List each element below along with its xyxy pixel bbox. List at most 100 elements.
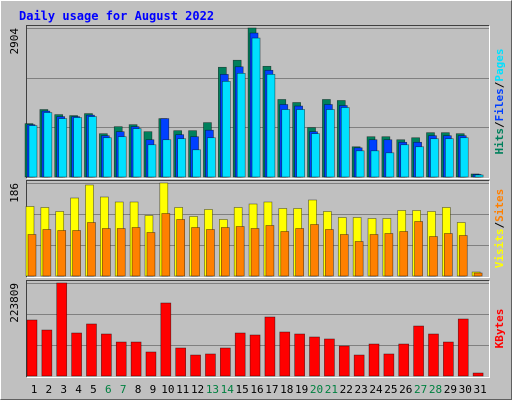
bar [369, 234, 379, 277]
bar [160, 302, 172, 377]
bar [72, 230, 81, 277]
bar [443, 341, 454, 377]
x-tick-label: 25 [384, 383, 397, 396]
y-tick-label: 186 [8, 183, 21, 203]
bar [370, 150, 380, 178]
bar [234, 332, 246, 377]
bar [294, 333, 305, 377]
bar [26, 319, 38, 377]
x-tick-label: 24 [369, 383, 383, 396]
plot-border-light [26, 180, 490, 278]
legend-entry: KBytes [493, 309, 506, 349]
bar [42, 229, 52, 277]
bar [474, 174, 484, 178]
bar [264, 316, 276, 377]
bar [266, 74, 276, 178]
bar [71, 332, 82, 377]
bar [279, 331, 291, 377]
x-tick-label: 13 [206, 383, 219, 396]
bar [413, 325, 424, 377]
x-tick-label: 20 [310, 383, 323, 396]
bar [102, 228, 111, 277]
bar [162, 139, 172, 178]
bar [221, 227, 230, 277]
bar [145, 351, 157, 377]
bar [324, 338, 335, 377]
legend-entry: Files [493, 88, 506, 121]
bar [222, 81, 231, 178]
bar [206, 229, 215, 277]
x-tick-label: 31 [473, 383, 486, 396]
bar [355, 150, 365, 178]
legend-entry: Visits [493, 229, 506, 269]
bar [251, 37, 261, 178]
bar [220, 347, 231, 377]
bar [399, 231, 409, 277]
bar [43, 112, 53, 178]
bar [176, 219, 185, 277]
bar [428, 333, 439, 377]
bar [88, 116, 97, 178]
bar [175, 347, 186, 377]
bar [383, 353, 395, 377]
plot-border-light [26, 280, 490, 378]
bar [400, 144, 410, 178]
x-tick-label: 19 [295, 383, 308, 396]
bar [457, 318, 469, 377]
x-tick-label: 9 [150, 383, 157, 396]
bar [115, 341, 127, 377]
bar [236, 73, 246, 178]
legend: KBytes [493, 309, 506, 349]
bar [444, 233, 453, 277]
plot-border-light [26, 25, 490, 179]
chart-title: Daily usage for August 2022 [19, 9, 214, 23]
bar [191, 227, 200, 277]
x-tick-label: 28 [429, 383, 442, 396]
bar [147, 144, 157, 178]
bar [340, 107, 350, 178]
bar [103, 137, 112, 178]
x-tick-label: 6 [105, 383, 112, 396]
plot-border-dark [26, 280, 490, 378]
x-tick-label: 22 [340, 383, 353, 396]
bar [28, 125, 38, 178]
bar [280, 231, 290, 277]
x-tick-label: 26 [399, 383, 412, 396]
bar [249, 334, 261, 377]
x-tick-label: 1 [31, 383, 38, 396]
bar [192, 149, 201, 178]
bar [207, 137, 216, 178]
x-tick-label: 2 [46, 383, 53, 396]
bar [281, 109, 291, 178]
bar [473, 272, 483, 277]
bar [368, 343, 380, 377]
bar [205, 353, 216, 377]
x-tick-label: 21 [325, 383, 338, 396]
bar [130, 341, 142, 377]
bar [265, 225, 275, 277]
x-tick-label: 8 [135, 383, 142, 396]
bar [295, 228, 304, 277]
bar [472, 372, 484, 377]
bar [190, 354, 201, 377]
bar [354, 241, 364, 277]
x-tick-label: 18 [280, 383, 293, 396]
bar [311, 133, 320, 178]
bar [87, 222, 96, 277]
legend-entry: Hits [493, 128, 506, 155]
bar [86, 323, 97, 377]
bar [117, 136, 127, 178]
bar [445, 138, 454, 178]
legend-separator: / [493, 121, 506, 128]
x-tick-label: 30 [459, 383, 472, 396]
x-tick-label: 17 [265, 383, 278, 396]
bar [250, 228, 260, 277]
x-tick-label: 14 [221, 383, 235, 396]
bar [41, 329, 53, 377]
legend-separator: / [493, 222, 506, 229]
bar [57, 230, 67, 277]
bar [384, 233, 394, 277]
bar [459, 137, 469, 178]
x-tick-label: 10 [161, 383, 174, 396]
bar [414, 221, 423, 277]
